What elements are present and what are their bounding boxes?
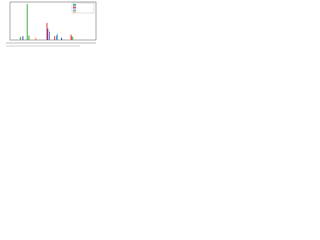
legend-box	[71, 2, 95, 14]
legend-swatch	[73, 5, 76, 7]
legend-swatch	[73, 10, 76, 11]
legend-swatch	[73, 4, 76, 5]
legend-swatch	[73, 8, 76, 10]
plot-frame	[9, 1, 97, 41]
legend-swatch	[73, 7, 76, 8]
chart	[6, 1, 97, 47]
legend-swatch	[73, 11, 76, 13]
page: {"chart_data": {"type": "bar", "xlim": […	[0, 0, 320, 50]
